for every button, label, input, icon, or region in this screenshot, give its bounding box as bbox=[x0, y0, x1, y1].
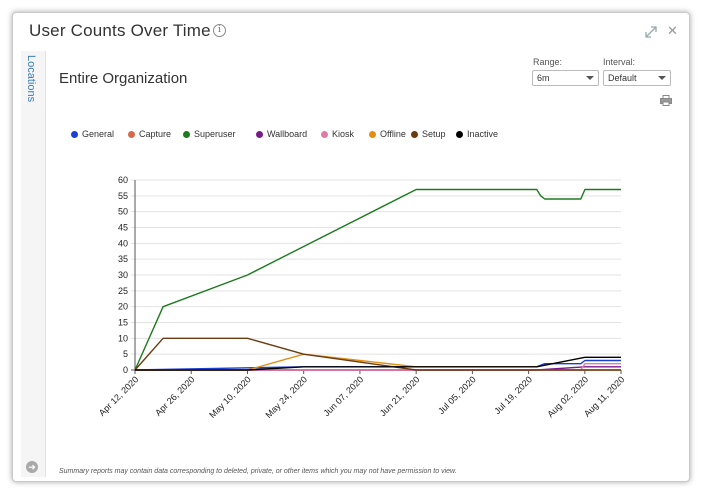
x-tick-label: Jul 19, 2020 bbox=[492, 374, 534, 416]
close-icon[interactable]: ✕ bbox=[667, 23, 678, 38]
legend-dot bbox=[411, 131, 418, 138]
legend-label: Offline bbox=[380, 129, 406, 139]
y-tick-label: 55 bbox=[118, 191, 128, 201]
legend-label: Wallboard bbox=[267, 129, 308, 139]
series-line-inactive bbox=[135, 356, 621, 371]
legend-dot bbox=[71, 131, 78, 138]
series-line-superuser bbox=[134, 188, 621, 371]
legend-dot bbox=[321, 131, 328, 138]
arrow-right-icon[interactable]: ➜ bbox=[26, 461, 38, 473]
y-tick-label: 40 bbox=[118, 238, 128, 248]
legend-label: Superuser bbox=[194, 129, 236, 139]
y-tick-label: 10 bbox=[118, 333, 128, 343]
info-icon[interactable]: i bbox=[213, 24, 226, 37]
chevron-down-icon bbox=[586, 76, 594, 80]
legend-item-general[interactable]: General bbox=[71, 129, 114, 139]
legend-label: Setup bbox=[422, 129, 446, 139]
interval-label: Interval: bbox=[603, 57, 636, 67]
y-tick-label: 35 bbox=[118, 254, 128, 264]
legend-item-capture[interactable]: Capture bbox=[128, 129, 171, 139]
footnote: Summary reports may contain data corresp… bbox=[59, 468, 457, 475]
y-tick-label: 25 bbox=[118, 286, 128, 296]
interval-select[interactable]: Default bbox=[603, 70, 671, 86]
y-tick-label: 5 bbox=[123, 349, 128, 359]
legend-item-inactive[interactable]: Inactive bbox=[456, 129, 498, 139]
interval-value: Default bbox=[608, 73, 637, 83]
x-tick-label: Apr 12, 2020 bbox=[97, 374, 141, 418]
range-label: Range: bbox=[533, 57, 563, 67]
x-tick-label: May 10, 2020 bbox=[207, 374, 253, 420]
x-tick-label: Jun 21, 2020 bbox=[378, 374, 422, 418]
legend-item-setup[interactable]: Setup bbox=[411, 129, 446, 139]
y-tick-label: 50 bbox=[118, 207, 128, 217]
user-counts-chart: 0 5 10 15 20 25 30 35 40 45 50 55 60 Apr 12, 2020 Apr … bbox=[97, 175, 627, 420]
x-tick-label: Jul 05, 2020 bbox=[436, 374, 478, 416]
legend-item-offline[interactable]: Offline bbox=[369, 129, 406, 139]
range-select[interactable]: 6m bbox=[532, 70, 599, 86]
y-tick-label: 20 bbox=[118, 302, 128, 312]
printer-icon[interactable] bbox=[660, 95, 672, 106]
x-tick-label: May 24, 2020 bbox=[263, 374, 309, 420]
org-title: Entire Organization bbox=[59, 70, 188, 87]
series-line-kiosk bbox=[135, 363, 621, 371]
y-tick-label: 15 bbox=[118, 318, 128, 328]
legend-label: General bbox=[82, 129, 115, 139]
tab-locations[interactable]: Locations bbox=[25, 55, 37, 103]
legend-label: Inactive bbox=[467, 129, 499, 139]
widget-window: User Counts Over Time i ✕ Locations ➜ En… bbox=[12, 12, 690, 482]
y-tick-label: 30 bbox=[118, 270, 128, 280]
legend-item-superuser[interactable]: Superuser bbox=[183, 129, 236, 139]
legend-dot bbox=[256, 131, 263, 138]
legend-label: Capture bbox=[139, 129, 172, 139]
legend-dot bbox=[456, 131, 463, 138]
series-line-offline bbox=[135, 353, 537, 371]
widget-title: User Counts Over Time bbox=[29, 21, 211, 40]
title-bar: User Counts Over Time i ✕ bbox=[13, 13, 689, 49]
y-tick-label: 45 bbox=[118, 223, 128, 233]
range-value: 6m bbox=[537, 73, 550, 83]
x-tick-label: Jun 07, 2020 bbox=[321, 374, 365, 418]
y-tick-label: 60 bbox=[118, 175, 128, 185]
legend-dot bbox=[183, 131, 190, 138]
y-tick-label: 0 bbox=[123, 365, 128, 375]
legend-dot bbox=[369, 131, 376, 138]
legend-dot bbox=[128, 131, 135, 138]
locations-sidebar: Locations ➜ bbox=[21, 51, 46, 477]
legend-item-kiosk[interactable]: Kiosk bbox=[321, 129, 354, 139]
chevron-down-icon bbox=[658, 76, 666, 80]
series-line-setup bbox=[134, 337, 621, 371]
x-tick-label: Apr 26, 2020 bbox=[153, 374, 197, 418]
legend-label: Kiosk bbox=[332, 129, 355, 139]
legend-item-wallboard[interactable]: Wallboard bbox=[256, 129, 307, 139]
expand-icon[interactable] bbox=[645, 26, 657, 38]
